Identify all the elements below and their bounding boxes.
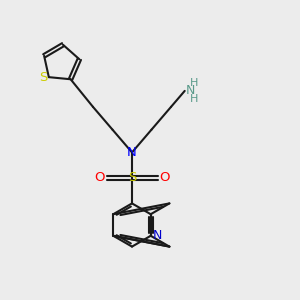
Text: S: S bbox=[39, 70, 48, 84]
Text: N: N bbox=[127, 146, 137, 159]
Text: H: H bbox=[190, 77, 198, 88]
Text: H: H bbox=[190, 94, 198, 104]
Text: O: O bbox=[159, 171, 169, 184]
Text: N: N bbox=[185, 84, 195, 97]
Text: S: S bbox=[128, 171, 136, 184]
Text: O: O bbox=[95, 171, 105, 184]
Text: N: N bbox=[153, 229, 162, 242]
